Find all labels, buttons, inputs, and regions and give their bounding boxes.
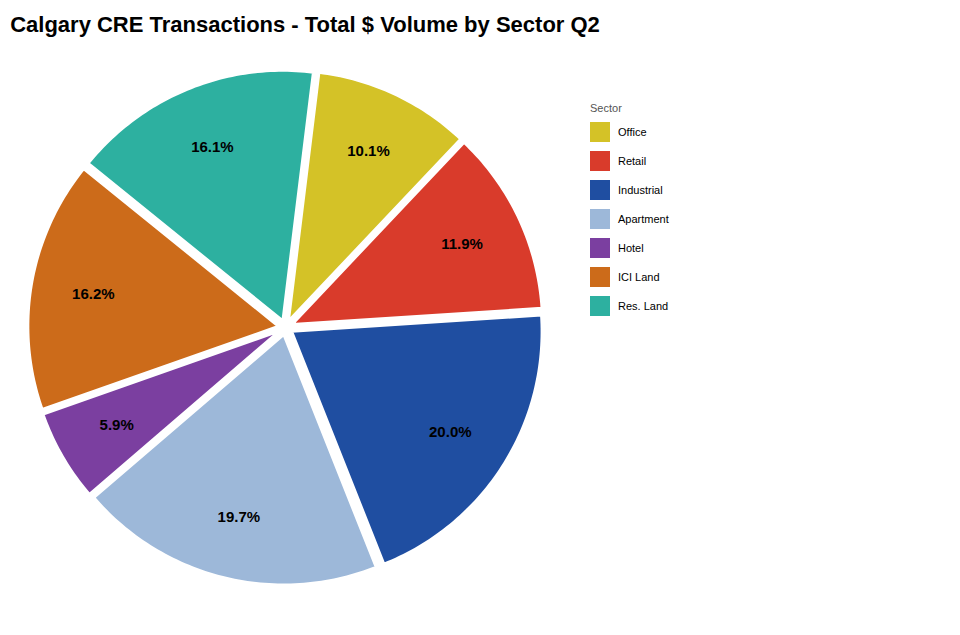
html-text:Res. Land: Res. Land [618, 300, 669, 312]
html-text:Industrial: Industrial [618, 184, 663, 196]
svg-text:19.7%: 19.7% [218, 508, 261, 525]
svg-text:5.9%: 5.9% [100, 416, 134, 433]
svg-text:20.0%: 20.0% [429, 423, 472, 440]
svg-text:11.9%: 11.9% [441, 235, 483, 252]
html-text:Sector: Sector [590, 102, 622, 114]
html-text:Hotel: Hotel [618, 242, 644, 254]
svg-text:16.2%: 16.2% [72, 285, 115, 302]
html-text:Calgary CRE Transactions - Tot: Calgary CRE Transactions - Total $ Volum… [10, 12, 600, 37]
html-text:ICI Land: ICI Land [618, 271, 660, 283]
html-text:Office: Office [618, 126, 647, 138]
svg-text:10.1%: 10.1% [347, 142, 390, 159]
html-text:Apartment: Apartment [618, 213, 669, 225]
svg-text:16.1%: 16.1% [191, 138, 234, 155]
html-text:Retail: Retail [618, 155, 647, 167]
